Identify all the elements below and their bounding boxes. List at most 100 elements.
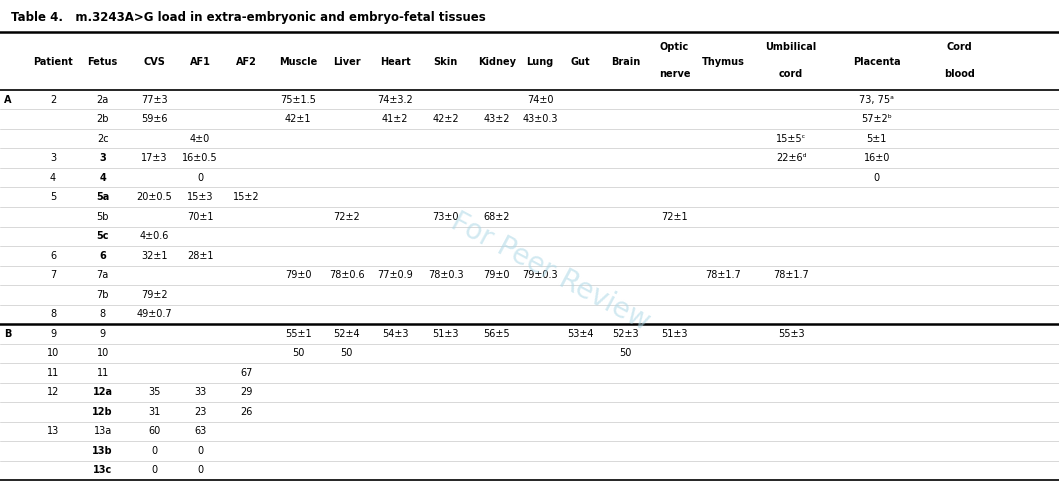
Text: Thymus: Thymus — [702, 57, 744, 67]
Text: 73, 75ᵃ: 73, 75ᵃ — [860, 95, 894, 104]
Text: Fetus: Fetus — [88, 57, 118, 67]
Text: 12: 12 — [47, 387, 59, 398]
Text: 4: 4 — [100, 173, 106, 183]
Text: 0: 0 — [151, 466, 158, 475]
Text: 7a: 7a — [96, 270, 109, 280]
Text: 4±0: 4±0 — [190, 134, 211, 144]
Text: 79±0: 79±0 — [285, 270, 311, 280]
Text: 51±3: 51±3 — [661, 329, 688, 339]
Text: 73±0: 73±0 — [432, 212, 460, 222]
Text: 7: 7 — [50, 270, 56, 280]
Text: 4±0.6: 4±0.6 — [140, 231, 169, 241]
Text: 2a: 2a — [96, 95, 109, 104]
Text: 15±5ᶜ: 15±5ᶜ — [776, 134, 806, 144]
Text: 74±0: 74±0 — [526, 95, 554, 104]
Text: 5c: 5c — [96, 231, 109, 241]
Text: Patient: Patient — [33, 57, 73, 67]
Text: 52±4: 52±4 — [334, 329, 360, 339]
Text: 77±0.9: 77±0.9 — [377, 270, 413, 280]
Text: 6: 6 — [50, 251, 56, 261]
Text: 15±3: 15±3 — [186, 192, 214, 202]
Text: 72±1: 72±1 — [661, 212, 688, 222]
Text: Optic: Optic — [660, 42, 689, 52]
Text: 74±3.2: 74±3.2 — [377, 95, 413, 104]
Text: Cord: Cord — [947, 42, 972, 52]
Text: 8: 8 — [50, 309, 56, 319]
Text: Kidney: Kidney — [478, 57, 516, 67]
Text: 50: 50 — [292, 348, 304, 358]
Text: 5a: 5a — [96, 192, 109, 202]
Text: 43±0.3: 43±0.3 — [522, 114, 558, 124]
Text: 13c: 13c — [93, 466, 112, 475]
Text: 78±0.6: 78±0.6 — [329, 270, 364, 280]
Text: AF1: AF1 — [190, 57, 211, 67]
Text: 5b: 5b — [96, 212, 109, 222]
Text: 78±0.3: 78±0.3 — [428, 270, 464, 280]
Text: 5: 5 — [50, 192, 56, 202]
Text: Gut: Gut — [571, 57, 590, 67]
Text: 67: 67 — [240, 368, 253, 378]
Text: 79±0: 79±0 — [483, 270, 510, 280]
Text: 54±3: 54±3 — [381, 329, 409, 339]
Text: 9: 9 — [50, 329, 56, 339]
Text: 49±0.7: 49±0.7 — [137, 309, 173, 319]
Text: 75±1.5: 75±1.5 — [281, 95, 316, 104]
Text: B: B — [4, 329, 12, 339]
Text: 7b: 7b — [96, 290, 109, 300]
Text: Placenta: Placenta — [854, 57, 900, 67]
Text: 72±2: 72±2 — [334, 212, 360, 222]
Text: 35: 35 — [148, 387, 161, 398]
Text: nerve: nerve — [659, 69, 690, 79]
Text: 78±1.7: 78±1.7 — [705, 270, 741, 280]
Text: 50: 50 — [341, 348, 353, 358]
Text: 2b: 2b — [96, 114, 109, 124]
Text: 13b: 13b — [92, 446, 113, 456]
Text: 79±2: 79±2 — [141, 290, 168, 300]
Text: 70±1: 70±1 — [186, 212, 214, 222]
Text: 6: 6 — [100, 251, 106, 261]
Text: 55±3: 55±3 — [777, 329, 805, 339]
Text: 0: 0 — [197, 446, 203, 456]
Text: 11: 11 — [47, 368, 59, 378]
Text: 43±2: 43±2 — [483, 114, 510, 124]
Text: 10: 10 — [47, 348, 59, 358]
Text: Muscle: Muscle — [279, 57, 318, 67]
Text: 0: 0 — [197, 466, 203, 475]
Text: AF2: AF2 — [236, 57, 257, 67]
Text: 13a: 13a — [93, 426, 112, 436]
Text: 78±1.7: 78±1.7 — [773, 270, 809, 280]
Text: Table 4.   m.3243A>G load in extra-embryonic and embryo-fetal tissues: Table 4. m.3243A>G load in extra-embryon… — [11, 11, 485, 23]
Text: 31: 31 — [148, 407, 161, 417]
Text: 57±2ᵇ: 57±2ᵇ — [861, 114, 893, 124]
Text: cord: cord — [779, 69, 803, 79]
Text: 60: 60 — [148, 426, 161, 436]
Text: 79±0.3: 79±0.3 — [522, 270, 558, 280]
Text: 55±1: 55±1 — [285, 329, 311, 339]
Text: 56±5: 56±5 — [483, 329, 510, 339]
Text: 13: 13 — [47, 426, 59, 436]
Text: 42±2: 42±2 — [432, 114, 460, 124]
Text: 16±0.5: 16±0.5 — [182, 153, 218, 163]
Text: blood: blood — [944, 69, 975, 79]
Text: 29: 29 — [240, 387, 253, 398]
Text: 2c: 2c — [97, 134, 108, 144]
Text: 50: 50 — [620, 348, 632, 358]
Text: 8: 8 — [100, 309, 106, 319]
Text: 42±1: 42±1 — [285, 114, 311, 124]
Text: 11: 11 — [96, 368, 109, 378]
Text: Umbilical: Umbilical — [766, 42, 816, 52]
Text: Liver: Liver — [333, 57, 361, 67]
Text: For Peer Review: For Peer Review — [447, 208, 654, 336]
Text: 63: 63 — [194, 426, 207, 436]
Text: Lung: Lung — [526, 57, 554, 67]
Text: 4: 4 — [50, 173, 56, 183]
Text: 3: 3 — [100, 153, 106, 163]
Text: 15±2: 15±2 — [233, 192, 261, 202]
Text: 0: 0 — [197, 173, 203, 183]
Text: 0: 0 — [874, 173, 880, 183]
Text: 33: 33 — [194, 387, 207, 398]
Text: 0: 0 — [151, 446, 158, 456]
Text: 51±3: 51±3 — [432, 329, 460, 339]
Text: 26: 26 — [240, 407, 253, 417]
Text: 16±0: 16±0 — [864, 153, 890, 163]
